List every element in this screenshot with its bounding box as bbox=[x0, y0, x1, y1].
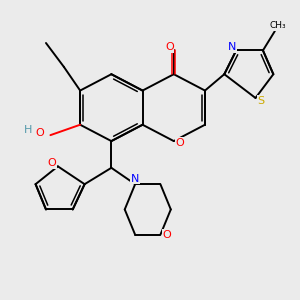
Text: O: O bbox=[47, 158, 56, 168]
Text: S: S bbox=[257, 96, 264, 106]
Text: O: O bbox=[175, 138, 184, 148]
Text: O: O bbox=[165, 42, 174, 52]
Text: O: O bbox=[163, 230, 171, 240]
Text: O: O bbox=[36, 128, 44, 138]
Text: CH₃: CH₃ bbox=[269, 21, 286, 30]
Text: N: N bbox=[131, 174, 139, 184]
Text: H: H bbox=[24, 125, 32, 135]
Text: N: N bbox=[228, 43, 236, 52]
